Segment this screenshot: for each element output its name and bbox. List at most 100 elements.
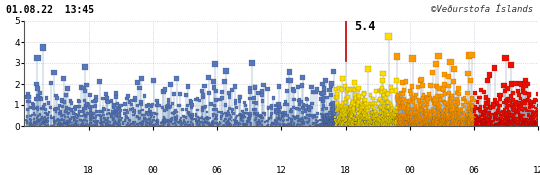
Point (468, 97, 476, 100)
Point (113, 112, 122, 114)
Point (83, 104, 91, 107)
Point (388, 107, 396, 109)
Point (483, 124, 492, 127)
Point (44, 102, 53, 104)
Point (352, 97, 361, 100)
Point (400, 122, 408, 125)
Point (330, 116, 339, 119)
Point (272, 124, 280, 127)
Point (309, 122, 318, 125)
Point (411, 122, 420, 125)
Point (176, 119, 185, 122)
Point (436, 119, 444, 122)
Point (431, 122, 440, 125)
Point (461, 119, 470, 121)
Point (526, 121, 535, 124)
Point (87, 112, 96, 115)
Point (326, 116, 335, 119)
Point (419, 105, 428, 108)
Point (440, 73, 449, 76)
Point (480, 121, 489, 123)
Point (336, 104, 345, 107)
Point (104, 123, 112, 126)
Point (107, 113, 116, 116)
Point (406, 117, 415, 120)
Point (111, 114, 120, 117)
Point (501, 101, 510, 104)
Point (125, 100, 134, 103)
Point (476, 116, 485, 118)
Point (82, 115, 90, 118)
Point (55, 124, 64, 127)
Point (232, 122, 241, 125)
Point (517, 121, 526, 124)
Point (179, 118, 188, 121)
Point (50, 120, 58, 123)
Point (286, 124, 295, 127)
Point (254, 123, 262, 126)
Point (326, 119, 335, 122)
Point (364, 119, 373, 122)
Point (71, 105, 80, 108)
Point (112, 122, 121, 125)
Point (71, 124, 79, 127)
Point (365, 118, 374, 121)
Point (342, 119, 350, 122)
Point (506, 114, 515, 117)
Point (359, 123, 367, 126)
Point (267, 123, 276, 126)
Point (188, 113, 197, 116)
Point (140, 114, 149, 117)
Point (518, 121, 527, 123)
Point (370, 124, 379, 127)
Point (424, 124, 433, 127)
Point (449, 120, 458, 122)
Point (434, 124, 443, 126)
Point (357, 124, 366, 126)
Point (448, 115, 456, 118)
Point (376, 115, 385, 118)
Point (337, 118, 346, 121)
Point (442, 123, 450, 126)
Point (106, 116, 115, 118)
Point (145, 124, 154, 127)
Point (97, 118, 106, 121)
Point (164, 120, 172, 123)
Point (382, 110, 391, 112)
Point (399, 121, 408, 124)
Point (67, 118, 76, 120)
Point (50, 108, 59, 111)
Point (386, 110, 395, 112)
Point (527, 117, 536, 120)
Point (367, 119, 375, 122)
Point (438, 118, 447, 121)
Point (393, 117, 401, 120)
Point (357, 124, 366, 127)
Point (205, 124, 213, 126)
Point (379, 121, 388, 124)
Point (330, 120, 339, 122)
Point (433, 106, 441, 108)
Point (465, 122, 474, 125)
Point (428, 121, 437, 123)
Point (469, 120, 478, 123)
Point (509, 121, 517, 123)
Point (482, 96, 490, 99)
Point (333, 119, 342, 122)
Point (475, 108, 484, 110)
Point (320, 119, 329, 121)
Point (195, 122, 204, 124)
Point (429, 123, 438, 126)
Point (345, 118, 354, 121)
Point (348, 124, 356, 126)
Point (428, 121, 437, 124)
Point (508, 118, 516, 121)
Point (62, 109, 71, 112)
Point (502, 115, 510, 118)
Point (376, 122, 385, 124)
Point (330, 113, 339, 116)
Point (111, 121, 120, 124)
Point (416, 79, 425, 82)
Point (484, 113, 493, 116)
Point (406, 90, 414, 92)
